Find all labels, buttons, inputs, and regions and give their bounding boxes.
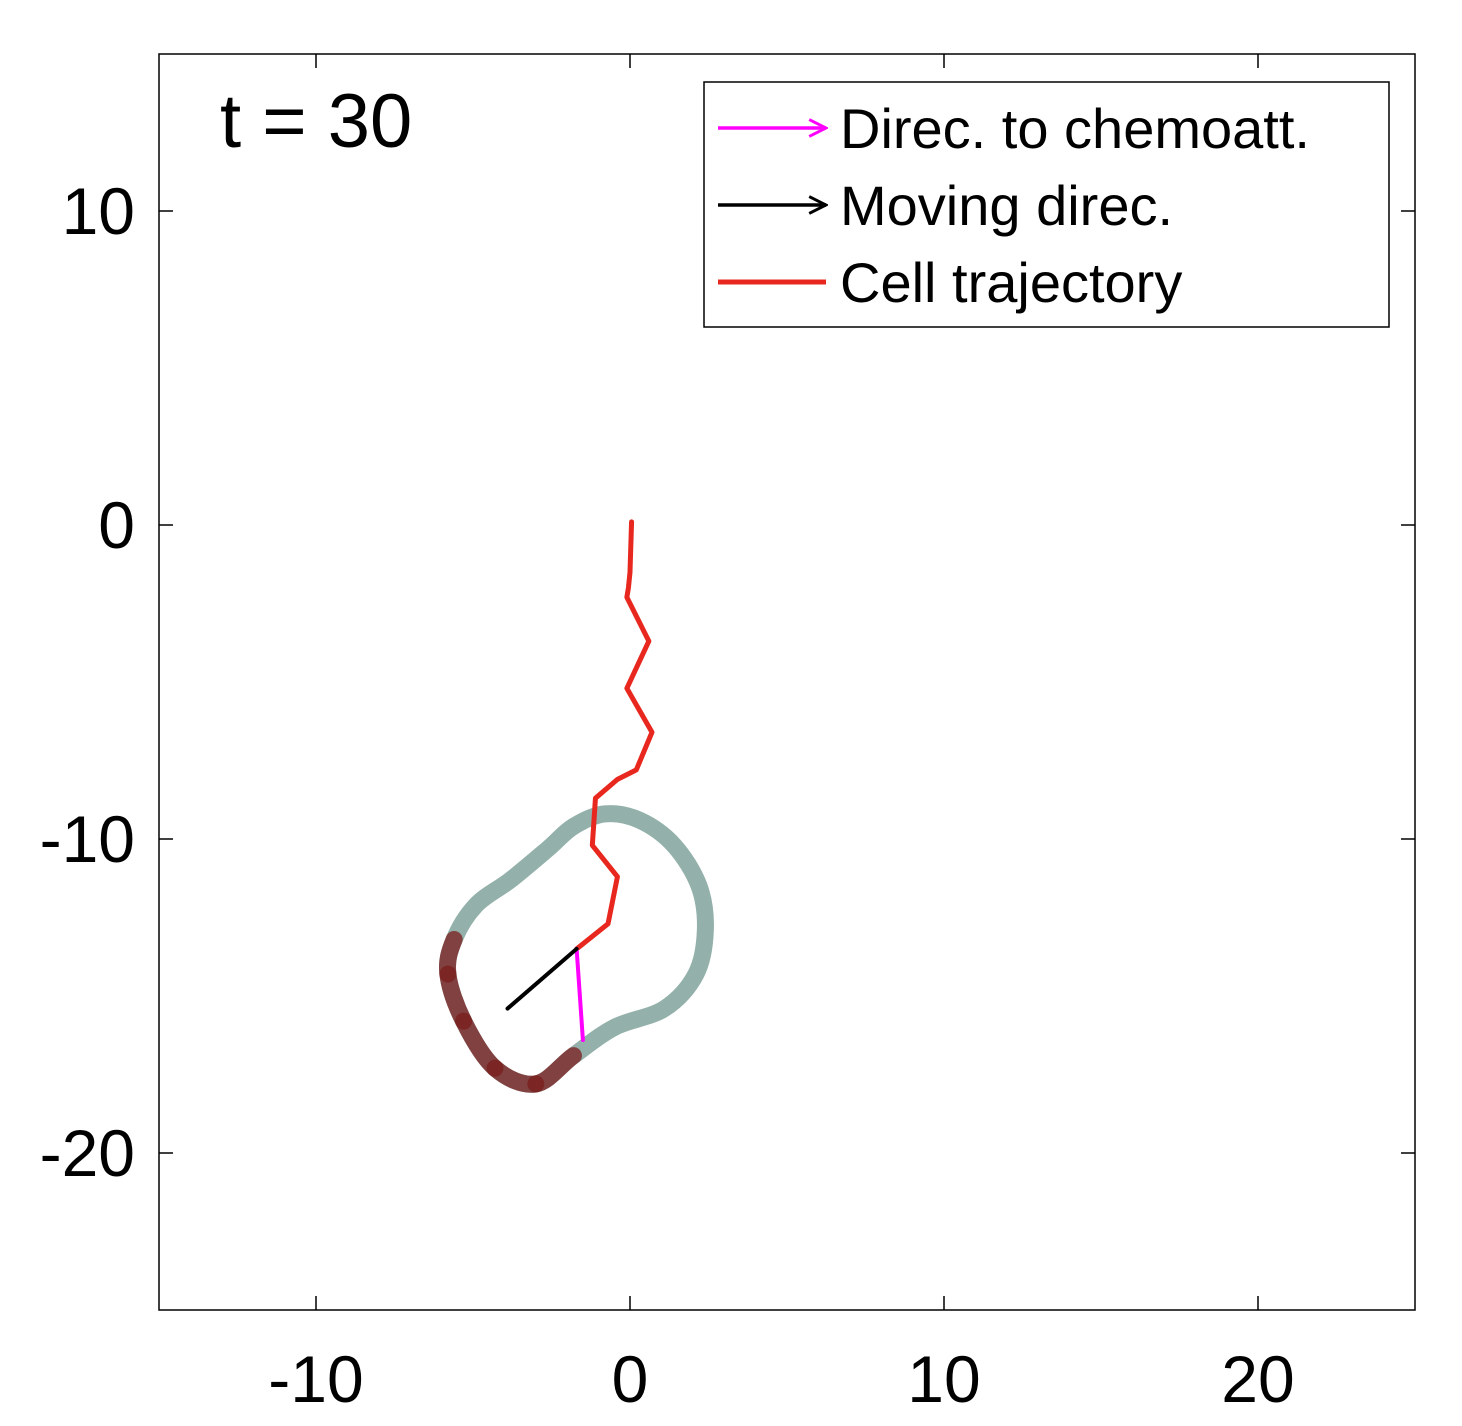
legend-label: Cell trajectory — [840, 251, 1182, 314]
cell-trajectory-line — [574, 519, 655, 952]
y-tick-label: -20 — [40, 1116, 135, 1190]
y-tick-label: -10 — [40, 802, 135, 876]
x-tick-label: 0 — [612, 1342, 649, 1416]
x-tick-label: 10 — [907, 1342, 980, 1416]
legend-label: Direc. to chemoatt. — [840, 97, 1310, 160]
chemoattractant-direction-arrow — [574, 946, 585, 1042]
x-tick-label: -10 — [268, 1342, 363, 1416]
plot-marks — [439, 519, 714, 1093]
y-tick-label: 10 — [62, 174, 135, 248]
x-tick-labels: -10 0 10 20 — [268, 1342, 1294, 1416]
legend: Direc. to chemoatt. Moving direc. Cell tra… — [703, 81, 1390, 328]
legend-label: Moving direc. — [840, 174, 1173, 237]
moving-direction-arrow — [505, 946, 579, 1011]
cell-boundary-highlight — [439, 930, 463, 983]
axis-ticks — [159, 54, 1415, 1310]
y-tick-label: 0 — [98, 488, 135, 562]
y-tick-labels: -20 -10 0 10 — [40, 174, 135, 1190]
time-annotation: t = 30 — [220, 79, 412, 164]
x-tick-label: 20 — [1221, 1342, 1294, 1416]
